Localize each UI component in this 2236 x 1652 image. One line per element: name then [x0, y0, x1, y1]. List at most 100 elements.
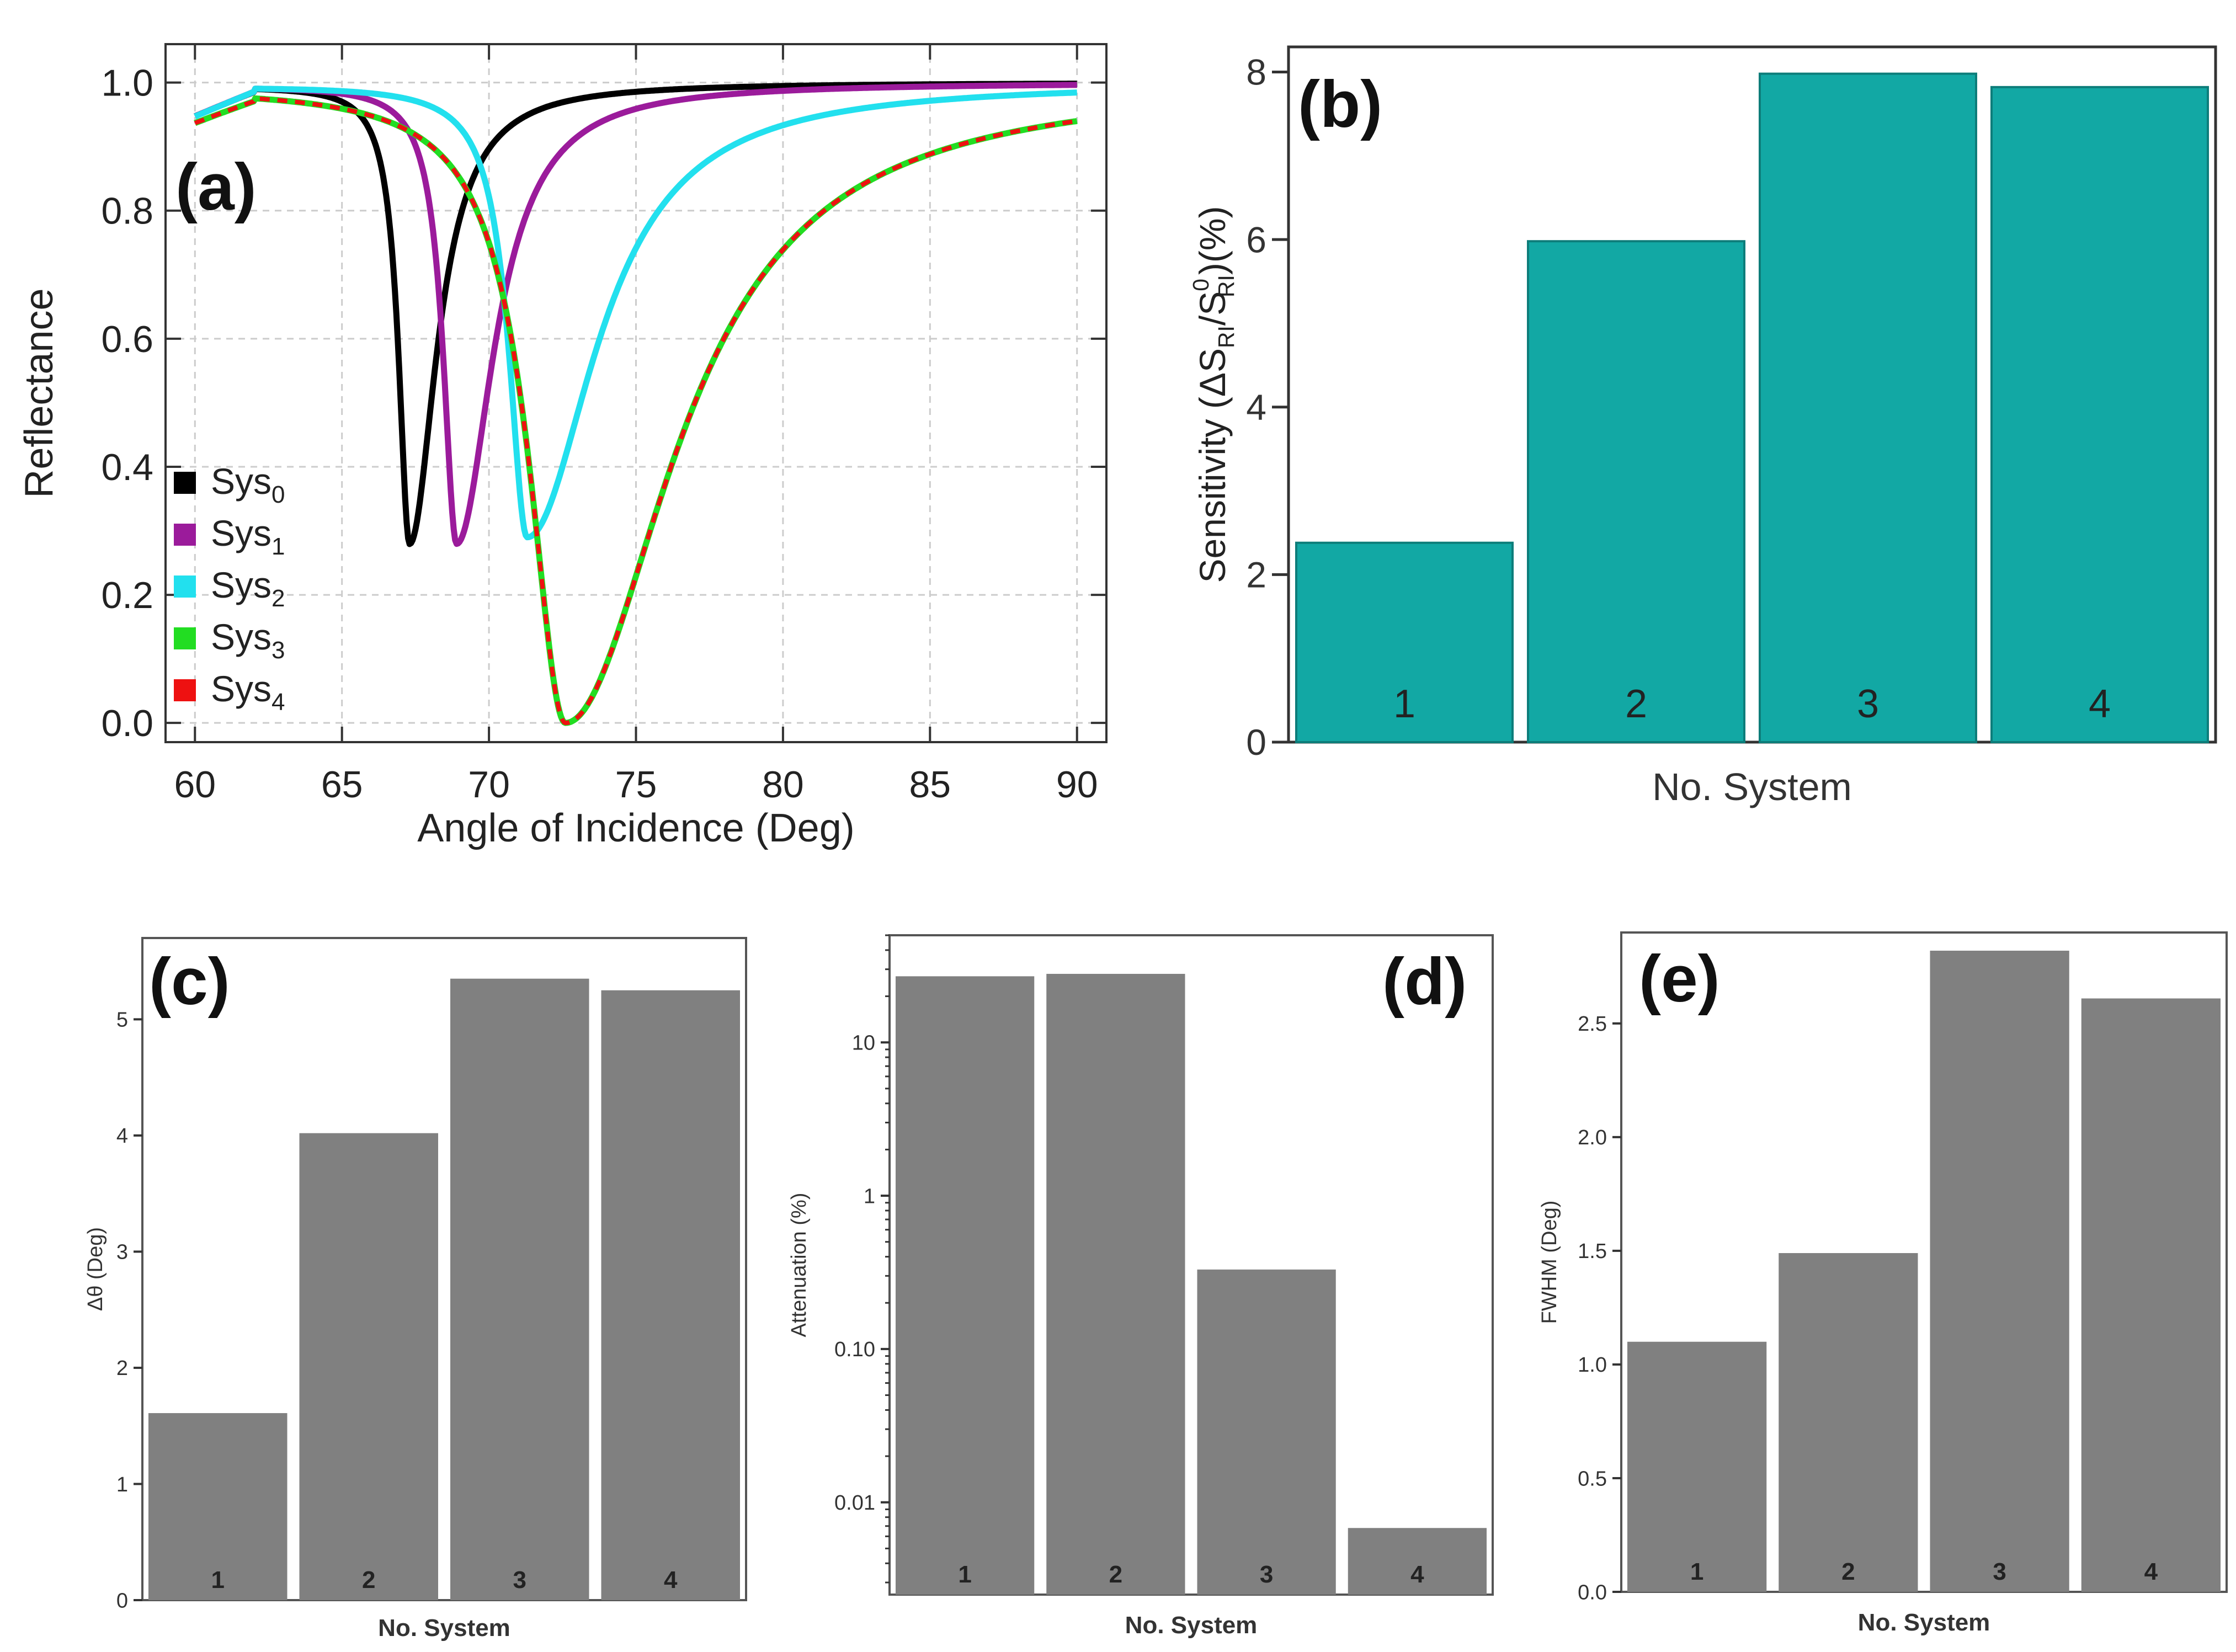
legend-label-sys3: Sys3: [211, 616, 285, 664]
panel-label-a: (a): [175, 150, 257, 224]
bar-category-label: 2: [362, 1566, 375, 1594]
legend-swatch-sys3: [174, 627, 196, 649]
legend-swatch-sys4: [174, 679, 196, 701]
legend-swatch-sys2: [174, 575, 196, 598]
bar-category-label: 3: [513, 1566, 526, 1594]
bar-category-label: 4: [664, 1566, 678, 1594]
x-tick-label: 65: [321, 764, 363, 806]
y-tick-label: 5: [116, 1009, 128, 1032]
bar-category-label: 3: [1857, 682, 1879, 726]
y-axis-label: Reflectance: [17, 288, 61, 498]
legend-label-sys0: Sys0: [211, 461, 285, 508]
bar-category-label: 4: [2089, 682, 2111, 726]
y-tick-label: 0.4: [101, 446, 153, 488]
bar-category-label: 2: [1625, 682, 1647, 726]
x-axis-label: No. System: [378, 1614, 510, 1642]
panel-b-sensitivity-chart: 1 2 3 4 0 2 4 6 8 No. System Sensitivity (ΔSRI/S0R…: [1188, 45, 2217, 808]
bar-category-label: 1: [1393, 682, 1415, 726]
bar-4: [1348, 1528, 1487, 1595]
x-tick-label: 80: [762, 764, 804, 806]
y-tick-label: 3: [116, 1241, 128, 1264]
y-tick-label: 4: [1246, 387, 1266, 428]
y-tick-label: 0.6: [101, 318, 153, 360]
panel-d-attenuation-chart: 1 2 3 4 0.01 0.10 1 10 No. System Attenuation (%)…: [787, 934, 1494, 1639]
bar-category-label: 3: [1260, 1561, 1273, 1588]
y-tick-label: 0.0: [101, 702, 153, 744]
y-tick-label: 4: [116, 1125, 128, 1148]
y-tick-label: 1.0: [101, 62, 153, 104]
bar-category-label: 1: [211, 1566, 225, 1594]
bar-1: [148, 1413, 288, 1600]
y-tick-label: 0.01: [834, 1491, 875, 1515]
bar-category-label: 4: [2144, 1558, 2158, 1585]
bar-category-label: 4: [1410, 1561, 1424, 1588]
bar-category-label: 1: [958, 1561, 971, 1588]
x-tick-label: 60: [174, 764, 216, 806]
y-tick-label: 0: [116, 1589, 128, 1612]
bar-2: [1046, 973, 1185, 1595]
y-tick-label: 2: [1246, 554, 1266, 595]
y-tick-label: 0.5: [1578, 1467, 1607, 1490]
x-axis-label: No. System: [1652, 765, 1852, 808]
x-axis-label: No. System: [1858, 1609, 1990, 1636]
bar-1: [1627, 1341, 1767, 1592]
x-axis-label: Angle of Incidence (Deg): [417, 806, 854, 850]
panel-c-delta-theta-chart: 1 2 3 4 0 1 2 3 4 5 No. System Δθ (Deg) (c): [84, 937, 747, 1642]
y-tick-label: 2: [116, 1357, 128, 1380]
y-tick-label: 8: [1246, 52, 1266, 93]
y-tick-label: 2.0: [1578, 1126, 1607, 1149]
panel-a-reflectance-chart: 60 65 70 75 80 85 90 0.0 0.2 0.4 0.6 0.8 1.0 Angle of…: [17, 43, 1108, 850]
y-axis-label: Attenuation (%): [787, 1193, 811, 1337]
y-axis-label: Δθ (Deg): [84, 1227, 107, 1311]
y-tick-label: 0.0: [1578, 1581, 1607, 1604]
y-tick-label: 6: [1246, 219, 1266, 260]
y-tick-label: 1.0: [1578, 1353, 1607, 1377]
bar-4: [1990, 86, 2209, 744]
panel-label-e: (e): [1639, 942, 1720, 1016]
x-axis-label: No. System: [1125, 1612, 1258, 1639]
y-tick-label: 1.5: [1578, 1240, 1607, 1263]
x-tick-label: 85: [909, 764, 951, 806]
y-tick-label: 0.8: [101, 190, 153, 232]
y-tick-label: 10: [852, 1032, 875, 1055]
bar-4: [2081, 998, 2221, 1592]
bar-category-label: 2: [1109, 1561, 1122, 1588]
bar-3: [1759, 72, 1977, 743]
panel-label-c: (c): [149, 945, 230, 1019]
bar-3: [1930, 950, 2069, 1592]
y-axis-label: FWHM (Deg): [1538, 1201, 1561, 1324]
panel-e-fwhm-chart: 1 2 3 4 0.0 0.5 1.0 1.5 2.0 2.5 No. System FWHM (De…: [1538, 931, 2228, 1636]
y-tick-label: 1: [864, 1185, 875, 1208]
legend-label-sys1: Sys1: [211, 513, 285, 560]
x-tick-label: 75: [615, 764, 657, 806]
panel-label-b: (b): [1298, 67, 1382, 141]
legend-swatch-sys0: [174, 472, 196, 494]
bar-3: [450, 978, 589, 1600]
legend-label-sys2: Sys2: [211, 564, 285, 612]
panel-label-d: (d): [1382, 945, 1467, 1019]
bar-category-label: 3: [1993, 1558, 2006, 1585]
bar-2: [1527, 240, 1745, 744]
bar-4: [601, 990, 740, 1600]
y-axis-label: Sensitivity (ΔSRI/S0RI)(%): [1188, 206, 1239, 583]
bar-category-label: 1: [1690, 1558, 1703, 1585]
y-tick-label: 0: [1246, 722, 1266, 763]
plot-area: [166, 44, 1106, 742]
y-tick-label: 2.5: [1578, 1012, 1607, 1036]
legend-label-sys4: Sys4: [211, 668, 285, 716]
bar-1: [896, 976, 1035, 1595]
bar-category-label: 2: [1841, 1558, 1855, 1585]
x-tick-label: 90: [1056, 764, 1098, 806]
curve-sys4: [194, 96, 1078, 726]
y-tick-label: 1: [116, 1473, 128, 1496]
bar-2: [299, 1133, 438, 1600]
curve-sys2: [193, 86, 1079, 541]
y-tick-label: 0.2: [101, 574, 153, 616]
x-tick-label: 70: [468, 764, 510, 806]
legend-swatch-sys1: [174, 524, 196, 546]
bar-1: [1295, 541, 1514, 743]
y-tick-label: 0.10: [834, 1338, 875, 1361]
bar-2: [1779, 1253, 1918, 1592]
bar-3: [1197, 1269, 1336, 1595]
